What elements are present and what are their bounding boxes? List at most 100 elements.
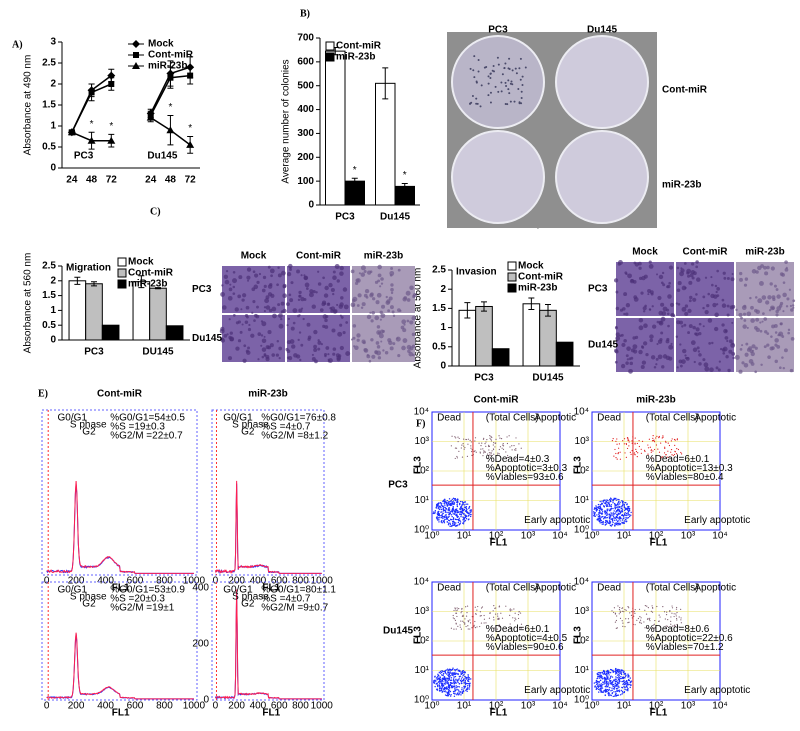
cell-dot — [248, 323, 251, 327]
cell-dot — [229, 337, 234, 342]
dot-texture — [449, 518, 452, 521]
dot-texture — [443, 690, 445, 693]
dot-texture — [463, 508, 466, 511]
dot-texture — [617, 669, 620, 671]
dot-texture — [665, 440, 667, 442]
cell-dot — [614, 326, 619, 330]
panel-label: F) — [416, 418, 425, 429]
dot-texture — [614, 685, 617, 687]
dot-texture — [655, 444, 658, 446]
quadrant-label: (Total Cells) — [486, 413, 539, 424]
cell-dot — [411, 332, 416, 337]
row-label: PC3 — [192, 284, 212, 295]
cell-dot — [757, 298, 763, 304]
cell-dot — [784, 267, 789, 272]
dot-texture — [467, 675, 470, 677]
cell-dot — [229, 283, 232, 286]
dot-texture — [451, 435, 453, 437]
y-tick-label: 0 — [203, 695, 209, 706]
dot-texture — [479, 615, 481, 617]
panel-label: A) — [12, 39, 23, 50]
cell-dot — [681, 285, 687, 291]
cell-dot — [277, 266, 280, 269]
dot-texture — [607, 502, 610, 504]
x-tick-label: 10² — [649, 701, 664, 712]
dot-texture — [611, 514, 613, 517]
colony-dot — [505, 85, 508, 88]
dot-texture — [490, 451, 492, 454]
cell-dot — [263, 310, 266, 313]
cell-dot — [280, 317, 283, 321]
dot-texture — [628, 508, 631, 510]
bar — [101, 324, 120, 341]
colony-dot — [489, 72, 492, 75]
dot-texture — [616, 443, 618, 445]
dot-texture — [455, 628, 457, 630]
dot-texture — [467, 680, 469, 682]
dot-texture — [446, 680, 449, 682]
dot-texture — [665, 613, 668, 616]
cell-dot — [669, 302, 675, 307]
dot-texture — [625, 520, 627, 523]
dot-texture — [662, 606, 664, 608]
dot-texture — [449, 681, 452, 684]
x-axis-label: FL1 — [490, 538, 508, 549]
dot-texture — [598, 677, 601, 679]
cell-dot — [342, 331, 346, 335]
cell-dot — [638, 349, 643, 355]
colony-dot — [487, 75, 490, 78]
bar — [491, 348, 510, 367]
dot-texture — [664, 618, 666, 620]
cell-dot — [378, 333, 384, 339]
cell-dot — [690, 340, 696, 346]
dot-texture — [447, 692, 449, 694]
dot-texture — [606, 499, 608, 501]
x-tick-label: PC3 — [474, 373, 494, 384]
cell-dot — [296, 269, 300, 274]
dot-texture — [626, 686, 628, 689]
legend-label: Cont-miR — [148, 50, 194, 61]
cell-dot — [750, 318, 755, 323]
cell-dot — [666, 312, 670, 316]
dot-texture — [475, 451, 477, 453]
dot-texture — [464, 623, 466, 625]
dot-texture — [606, 685, 609, 688]
cell-dot — [641, 360, 647, 365]
dot-texture — [618, 447, 620, 449]
dot-texture — [652, 624, 655, 626]
cell-dot — [691, 276, 695, 280]
dot-texture — [467, 511, 469, 514]
colony-dot — [520, 90, 523, 93]
dot-texture — [442, 510, 445, 512]
cell-dot — [771, 324, 775, 329]
dot-texture — [455, 682, 457, 684]
dot-texture — [617, 498, 619, 501]
x-tick-label: 24 — [66, 175, 78, 186]
dot-texture — [676, 617, 678, 620]
dot-texture — [447, 671, 449, 673]
dot-texture — [615, 687, 618, 690]
cell-dot — [406, 298, 411, 302]
x-axis-label: FL1 — [490, 708, 508, 719]
dot-texture — [605, 505, 608, 508]
cell-dot — [220, 337, 224, 341]
cell-dot — [734, 354, 740, 360]
dot-texture — [667, 619, 669, 621]
dot-texture — [448, 687, 451, 689]
cell-dot — [626, 358, 629, 361]
cell-dot — [265, 305, 271, 310]
cell-dot — [360, 306, 364, 310]
dot-texture — [456, 503, 458, 506]
dot-texture — [513, 608, 515, 610]
cell-dot — [782, 281, 786, 284]
dot-texture — [452, 667, 454, 669]
dot-texture — [602, 523, 605, 525]
colony-dot — [470, 101, 473, 104]
dot-texture — [607, 681, 609, 683]
dot-texture — [452, 517, 455, 519]
dot-texture — [601, 676, 603, 678]
colony-dot — [480, 84, 483, 87]
dot-texture — [517, 453, 519, 455]
dot-texture — [639, 616, 641, 618]
stat-text: %Apoptotic=3±0.3 — [486, 463, 568, 474]
